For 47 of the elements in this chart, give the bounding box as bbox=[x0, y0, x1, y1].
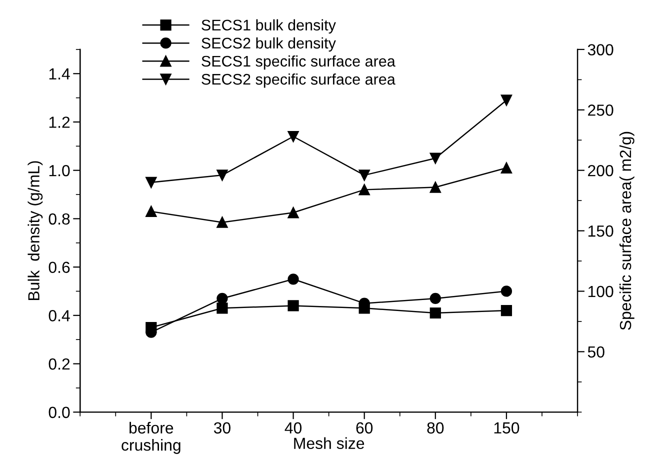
point bbox=[288, 300, 299, 312]
y2-tick-label: 300 bbox=[588, 44, 614, 56]
point bbox=[216, 170, 228, 181]
legend-label: SECS1 specific surface area bbox=[202, 55, 396, 70]
point bbox=[430, 182, 441, 193]
y2-tick-label: 150 bbox=[588, 225, 614, 237]
x-tick-label: before crushing bbox=[122, 422, 180, 454]
y-tick-label: 0.6 bbox=[48, 262, 70, 273]
legend-label: SECS1 bulk density bbox=[202, 19, 336, 34]
y-tick-label: 0.0 bbox=[48, 406, 70, 418]
point bbox=[500, 305, 512, 316]
y2-tick-label: 250 bbox=[588, 104, 614, 116]
legend-label: SECS2 specific surface area bbox=[202, 73, 396, 88]
point bbox=[288, 274, 299, 285]
x-axis-title: Mesh size bbox=[294, 437, 364, 450]
point bbox=[288, 130, 299, 142]
x-tick-label: 60 bbox=[356, 422, 373, 434]
x-tick-label: 30 bbox=[214, 422, 230, 434]
y-tick-label: 1.4 bbox=[49, 68, 70, 80]
point bbox=[146, 176, 157, 188]
point bbox=[288, 207, 299, 218]
y2-tick-label: 100 bbox=[588, 286, 614, 298]
point bbox=[146, 206, 157, 218]
x-tick-label: 80 bbox=[427, 422, 444, 434]
x-tick-label: 40 bbox=[284, 422, 302, 434]
point bbox=[430, 152, 441, 164]
point bbox=[216, 292, 228, 304]
point bbox=[500, 162, 512, 174]
point bbox=[500, 286, 512, 297]
point bbox=[500, 94, 512, 106]
y2-tick-label: 200 bbox=[588, 164, 614, 176]
y-tick-label: 0.2 bbox=[48, 358, 70, 370]
point bbox=[216, 302, 228, 314]
point bbox=[430, 307, 441, 319]
y-tick-label: 1.2 bbox=[49, 116, 70, 128]
point bbox=[216, 216, 228, 228]
y-tick-label: 1.0 bbox=[49, 164, 70, 176]
point bbox=[358, 170, 370, 181]
y-axis-title: Bulk density (g/mL) bbox=[28, 161, 43, 300]
y-tick-label: 0.8 bbox=[48, 213, 70, 225]
point bbox=[430, 292, 441, 304]
y2-tick-label: 50 bbox=[588, 346, 604, 358]
y-tick-label: 0.4 bbox=[48, 310, 70, 322]
y2-axis-title: Specific surface area( m2/g) bbox=[619, 132, 634, 330]
legend-label: SECS2 bulk density bbox=[202, 37, 336, 52]
x-tick-label: 150 bbox=[494, 422, 520, 434]
point bbox=[358, 184, 370, 196]
